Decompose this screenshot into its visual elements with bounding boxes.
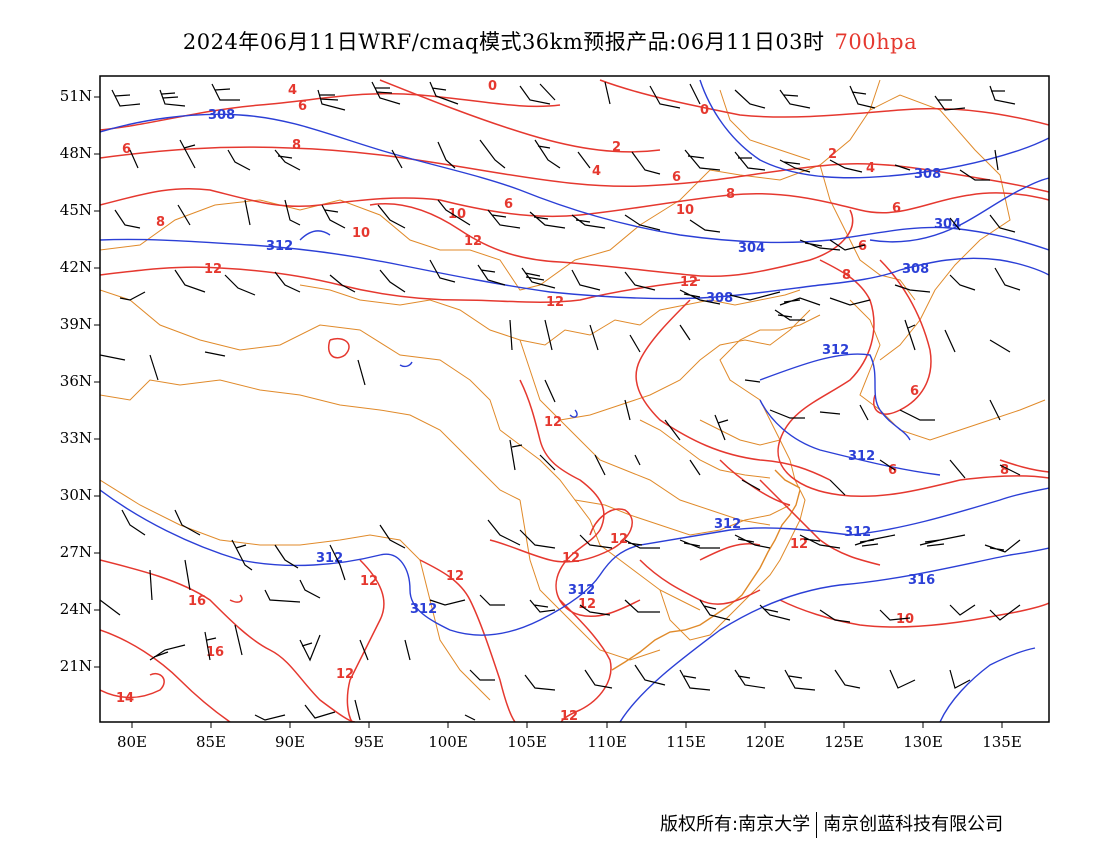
temp-label: 12: [680, 275, 698, 290]
temp-label: 16: [206, 645, 224, 660]
height-label: 312: [266, 239, 293, 254]
lon-label-90e: 90E: [274, 733, 306, 751]
temp-label: 12: [204, 262, 222, 277]
temp-label: 6: [888, 463, 897, 478]
lat-label-45n: 45N: [59, 201, 92, 219]
lon-label-80e: 80E: [116, 733, 148, 751]
temp-label: 6: [910, 384, 919, 399]
lon-label-105e: 105E: [507, 733, 547, 751]
lat-label-48n: 48N: [59, 144, 92, 162]
height-label: 308: [902, 262, 929, 277]
height-label: 304: [738, 241, 765, 256]
height-label: 304: [934, 217, 961, 232]
height-labels: 308 312 304 304 308 308 312 312 312 312 …: [208, 108, 961, 617]
height-label: 312: [410, 602, 437, 617]
wind-barbs: [100, 81, 1021, 721]
lon-label-120e: 120E: [745, 733, 785, 751]
temp-label: 8: [292, 138, 301, 153]
height-label: 308: [208, 108, 235, 123]
map-title: 2024年06月11日WRF/cmaq模式36km预报产品:06月11日03时 7…: [0, 26, 1100, 56]
temp-label: 12: [790, 537, 808, 552]
height-label: 312: [848, 449, 875, 464]
temp-label: 8: [156, 215, 165, 230]
lat-label-42n: 42N: [59, 258, 92, 276]
height-contours: [100, 79, 1049, 722]
temp-label: 8: [1000, 463, 1009, 478]
copyright-text: 版权所有:南京大学: [660, 814, 811, 835]
lon-label-100e: 100E: [428, 733, 468, 751]
lon-label-125e: 125E: [824, 733, 864, 751]
lat-label-33n: 33N: [59, 429, 92, 447]
lat-label-39n: 39N: [59, 315, 92, 333]
title-pressure-level: 700hpa: [834, 30, 918, 54]
lon-label-135e: 135E: [982, 733, 1022, 751]
height-label: 312: [568, 583, 595, 598]
height-label: 312: [714, 517, 741, 532]
temp-label: 6: [298, 99, 307, 114]
temp-label: 16: [188, 594, 206, 609]
temp-label: 8: [726, 187, 735, 202]
temp-label: 12: [446, 569, 464, 584]
temp-label: 6: [122, 142, 131, 157]
copyright-footer: 版权所有:南京大学 南京创蓝科技有限公司: [660, 810, 1003, 838]
temp-label: 12: [544, 415, 562, 430]
temp-label: 14: [116, 691, 134, 706]
temp-label: 10: [352, 226, 370, 241]
footer-divider: [816, 812, 818, 838]
lat-label-30n: 30N: [59, 486, 92, 504]
company-name: 南京创蓝科技有限公司: [823, 814, 1004, 835]
lat-label-24n: 24N: [59, 600, 92, 618]
temp-label: 4: [866, 161, 875, 176]
lon-label-95e: 95E: [353, 733, 385, 751]
temp-label: 4: [592, 164, 601, 179]
lon-label-115e: 115E: [666, 733, 706, 751]
lon-label-110e: 110E: [587, 733, 627, 751]
lat-label-51n: 51N: [59, 87, 92, 105]
lat-label-36n: 36N: [59, 372, 92, 390]
temp-label: 12: [336, 667, 354, 682]
height-label: 316: [908, 573, 935, 588]
height-label: 312: [844, 525, 871, 540]
plot-frame: [99, 75, 1050, 723]
temp-label: 10: [896, 612, 914, 627]
temp-label: 12: [562, 551, 580, 566]
temp-label: 4: [288, 83, 297, 98]
lat-label-21n: 21N: [59, 657, 92, 675]
temp-label: 12: [546, 295, 564, 310]
height-label: 312: [316, 551, 343, 566]
temp-label: 0: [488, 79, 497, 94]
axis-ticks: [94, 96, 1003, 728]
temp-label: 12: [360, 574, 378, 589]
temp-label: 12: [464, 234, 482, 249]
height-label: 312: [822, 343, 849, 358]
height-label: 308: [914, 167, 941, 182]
temp-label: 2: [828, 147, 837, 162]
lon-label-130e: 130E: [903, 733, 943, 751]
lat-label-27n: 27N: [59, 543, 92, 561]
title-main: 2024年06月11日WRF/cmaq模式36km预报产品:06月11日03时: [182, 30, 825, 54]
temp-label: 6: [892, 201, 901, 216]
temp-label: 12: [610, 532, 628, 547]
temp-label: 6: [858, 239, 867, 254]
boundary-lines: [100, 79, 1046, 701]
temp-label: 6: [504, 197, 513, 212]
temp-label: 12: [578, 597, 596, 612]
temp-label: 8: [842, 268, 851, 283]
temp-label: 6: [672, 170, 681, 185]
temp-label: 10: [676, 203, 694, 218]
temp-label: 0: [700, 103, 709, 118]
lon-label-85e: 85E: [195, 733, 227, 751]
temp-label: 10: [448, 207, 466, 222]
temp-label: 2: [612, 140, 621, 155]
temperature-labels: 4 6 0 0 6 8 2 4 2 4 6 8 6 6 10 8 10 10 1…: [116, 79, 1009, 724]
temp-label: 12: [560, 709, 578, 724]
